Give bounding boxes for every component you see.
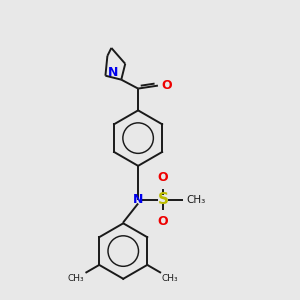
Text: O: O <box>158 215 168 228</box>
Text: CH₃: CH₃ <box>68 274 85 283</box>
Text: CH₃: CH₃ <box>162 274 178 283</box>
Text: S: S <box>158 192 168 207</box>
Text: CH₃: CH₃ <box>187 194 206 205</box>
Text: O: O <box>158 171 168 184</box>
Text: O: O <box>161 79 172 92</box>
Text: N: N <box>133 193 143 206</box>
Text: N: N <box>108 66 118 79</box>
